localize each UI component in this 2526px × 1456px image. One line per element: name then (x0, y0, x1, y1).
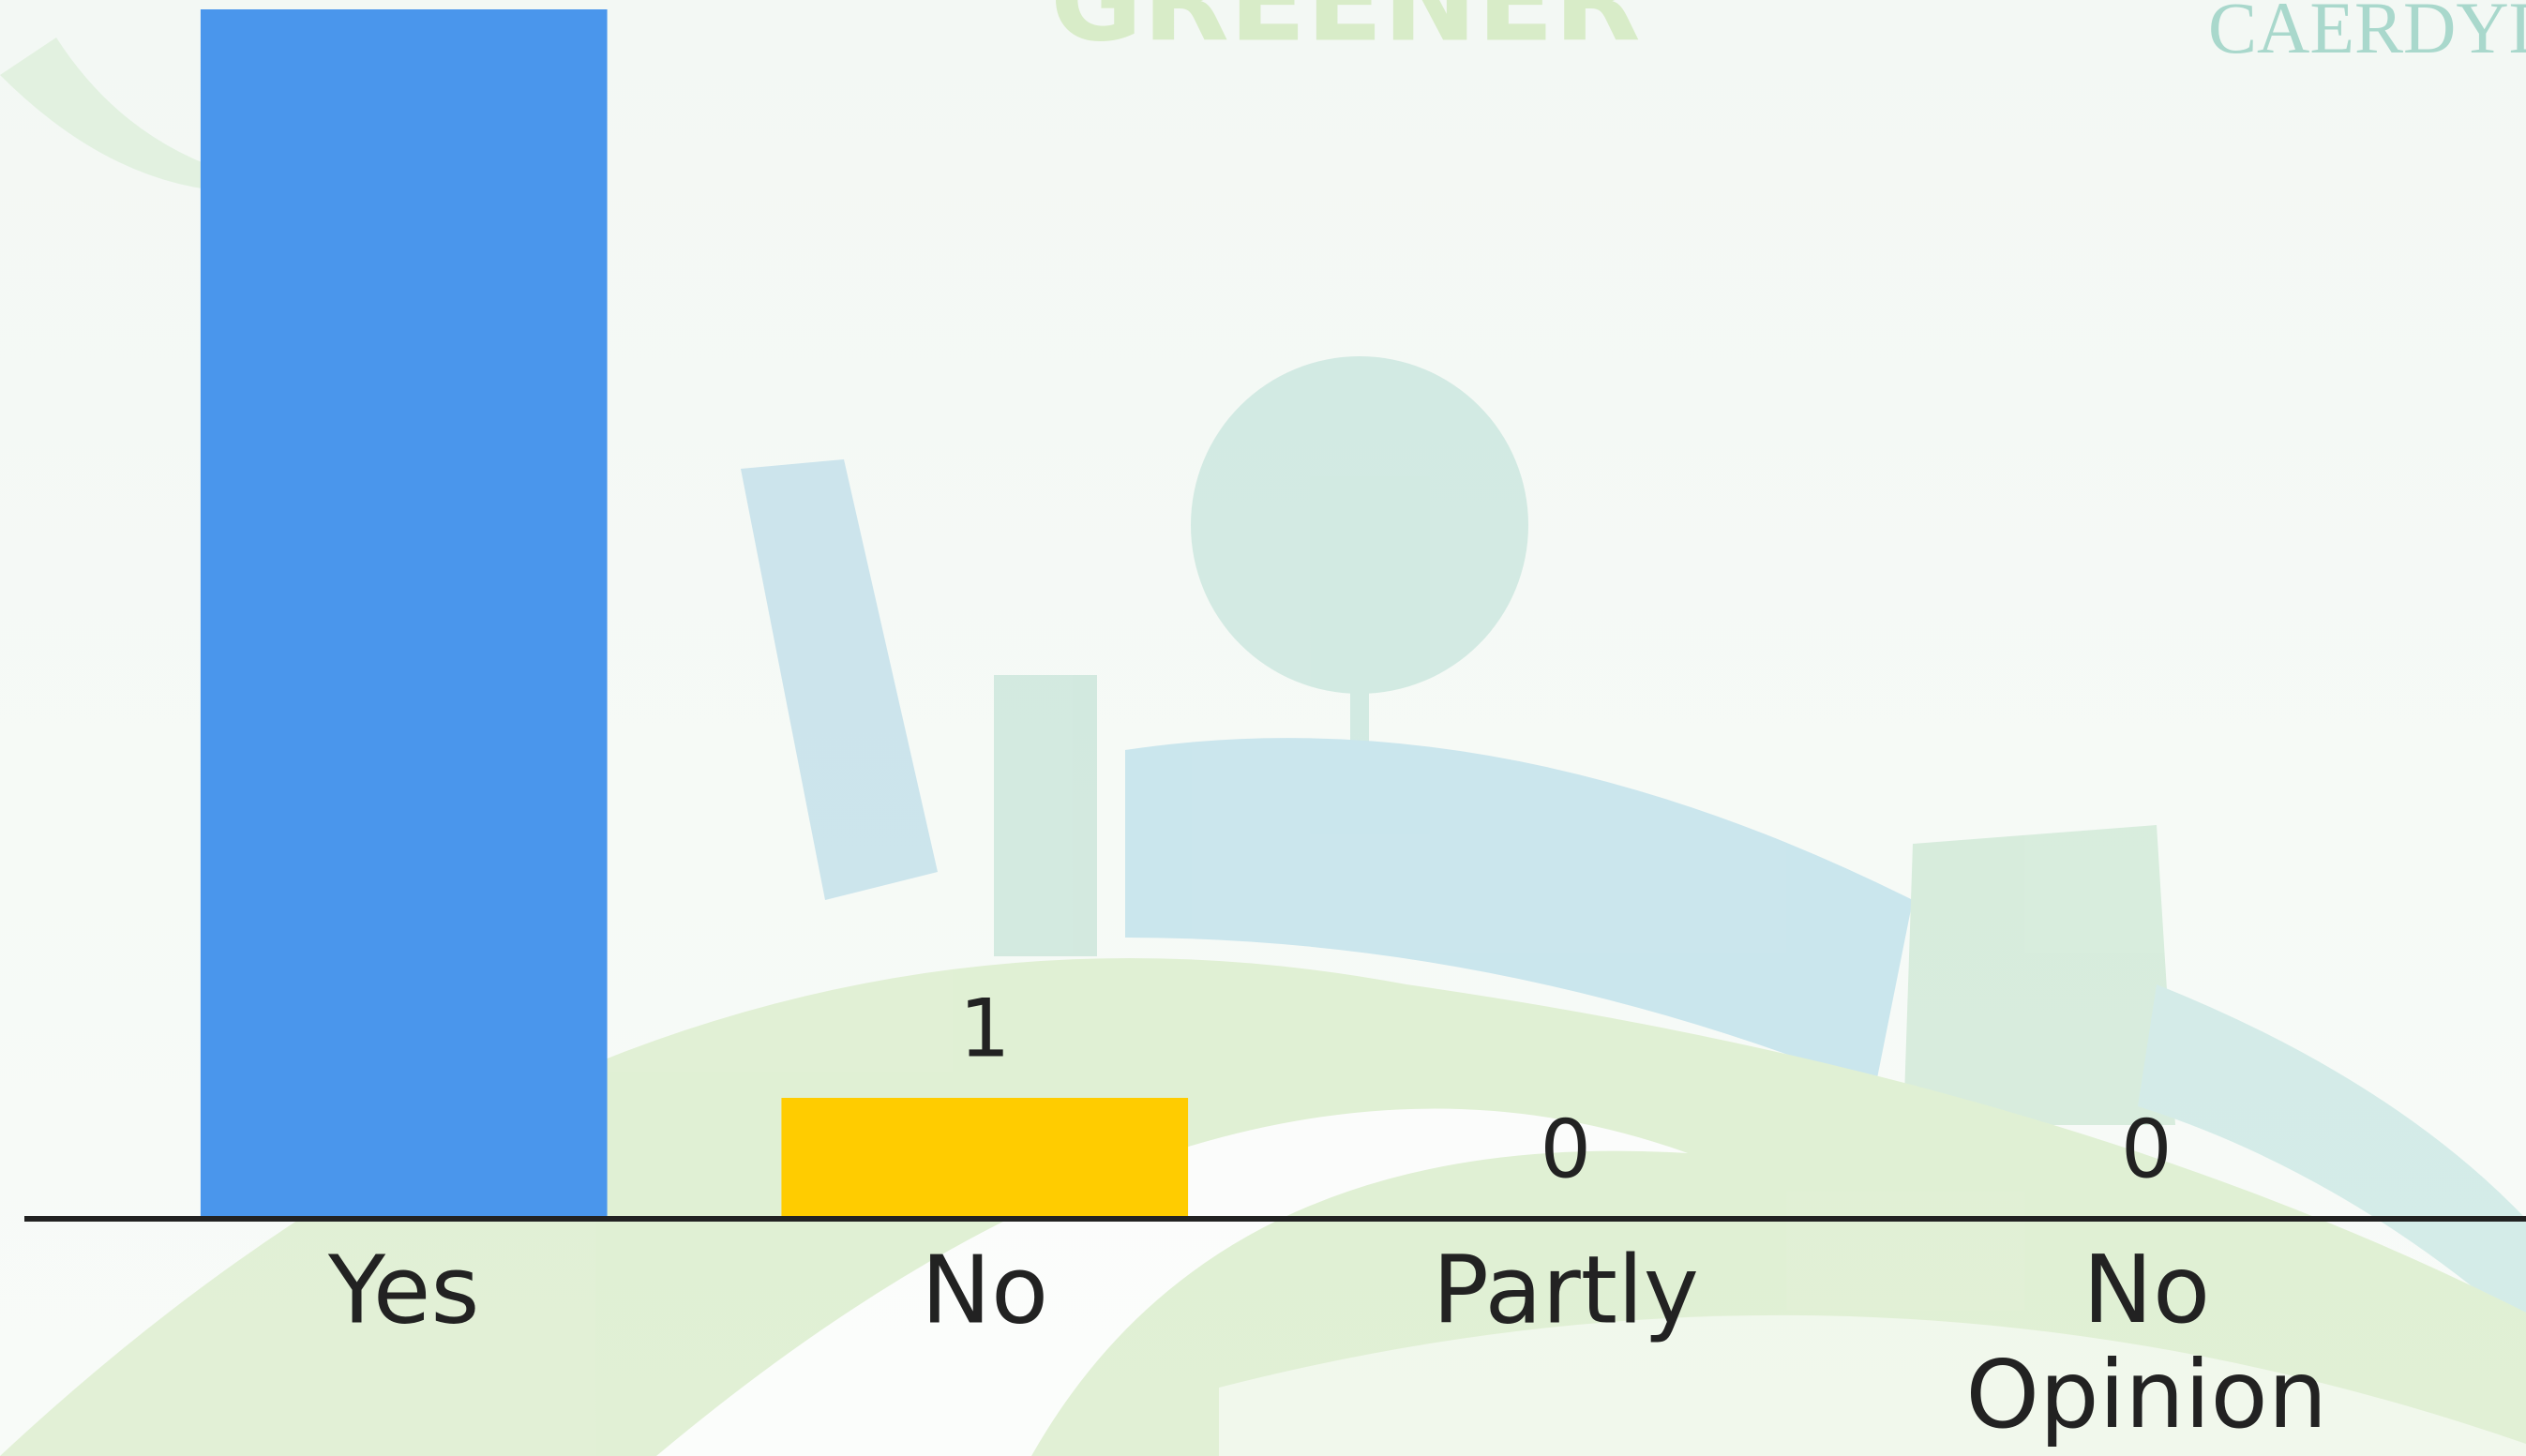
value-label: 1 (959, 982, 1011, 1075)
watermark-text: GREENER (1050, 0, 1641, 68)
value-label: 0 (2121, 1103, 2173, 1196)
x-tick-label: No (921, 1235, 1048, 1344)
value-label: 0 (1540, 1103, 1591, 1196)
x-tick-label: Partly (1433, 1235, 1699, 1344)
watermark-text: CAERDYDD (2208, 0, 2526, 68)
background-illustration (0, 38, 2526, 1456)
x-tick-label: Yes (327, 1235, 479, 1344)
bar (200, 9, 608, 1219)
bar (781, 1098, 1189, 1219)
x-tick-label: No Opinion (1965, 1235, 2327, 1449)
